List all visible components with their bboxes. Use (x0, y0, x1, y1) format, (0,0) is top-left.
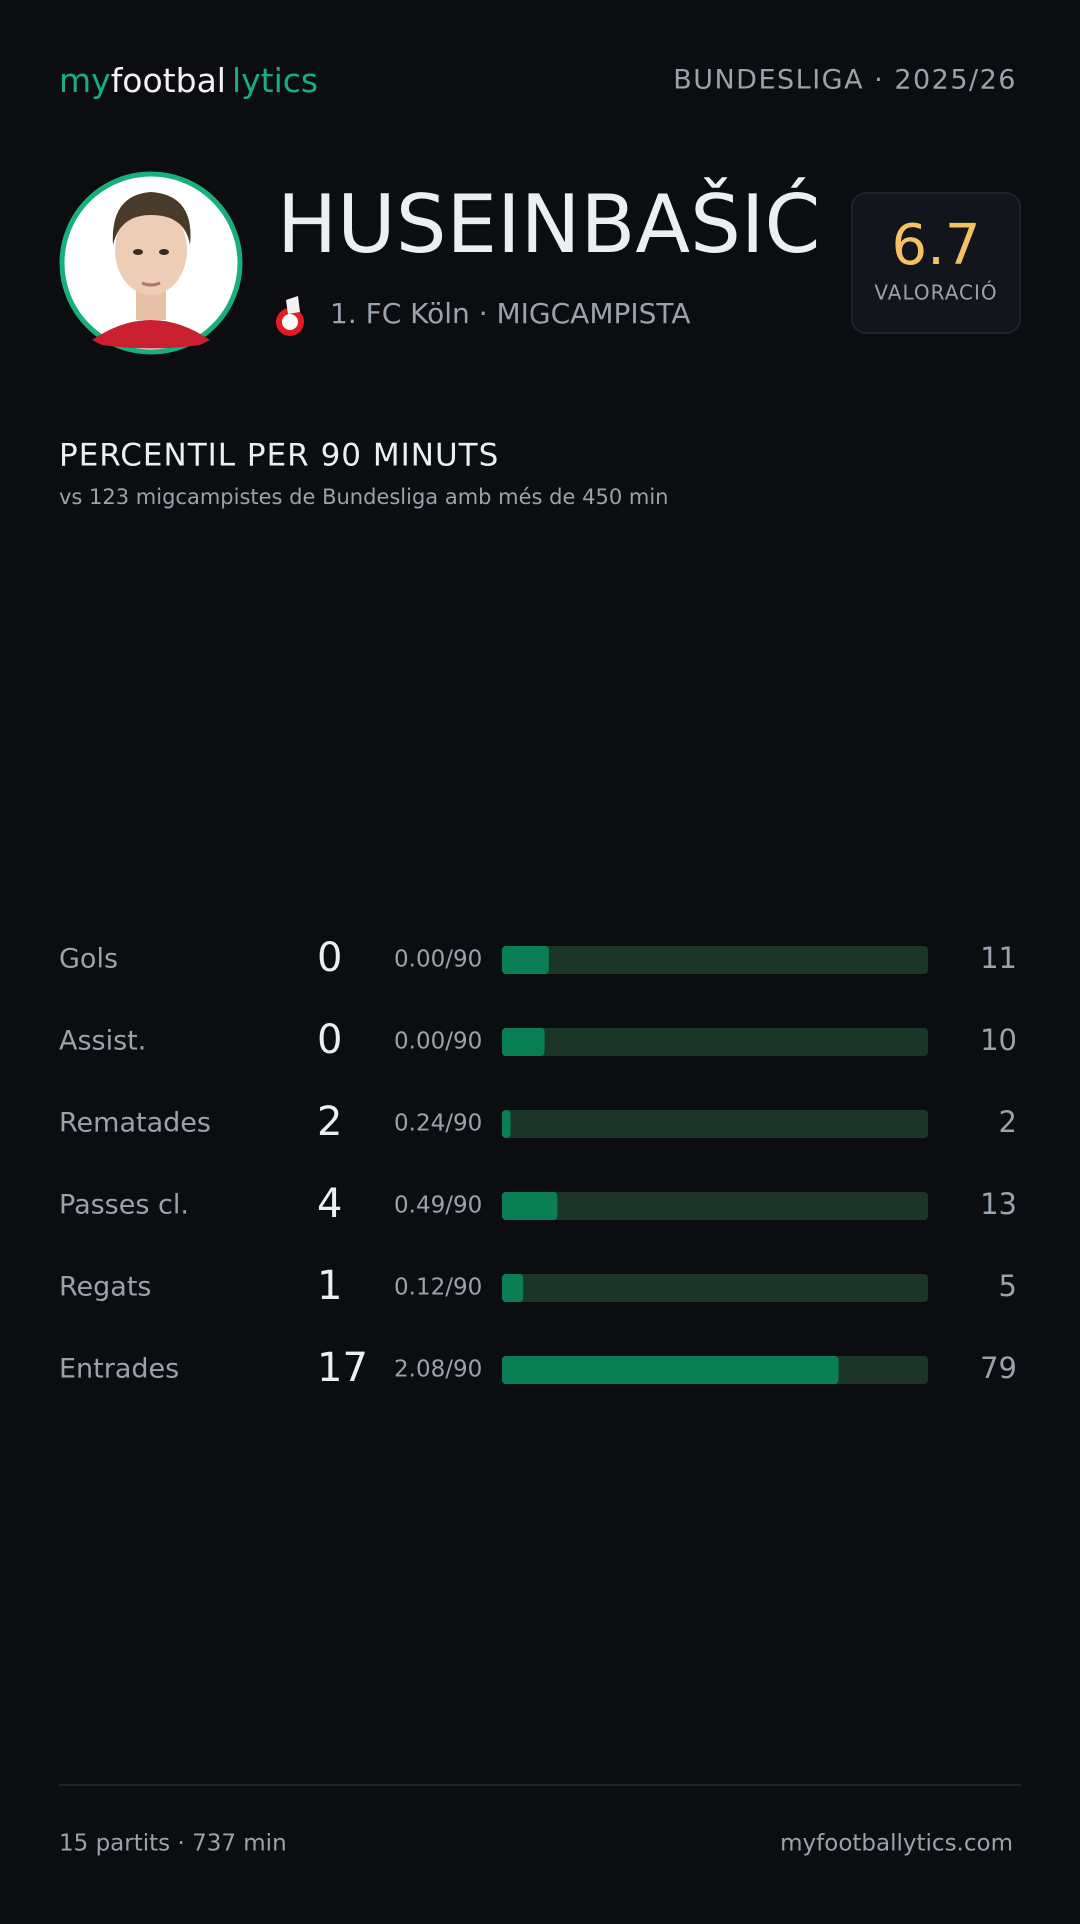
bar (502, 1110, 511, 1138)
stat-per90: 0.12/90 (394, 1275, 482, 1301)
stat-label: Gols (59, 944, 118, 975)
stat-label: Entrades (59, 1354, 179, 1385)
percentile: 79 (980, 1351, 1017, 1385)
stat-per90: 2.08/90 (394, 1357, 482, 1383)
bar (502, 1192, 558, 1220)
logo-part: footbal (111, 61, 226, 100)
avatar (59, 171, 243, 355)
bar-track (502, 946, 928, 974)
stat-total: 17 (317, 1345, 368, 1391)
percentile: 2 (999, 1105, 1017, 1139)
section-title: PERCENTIL PER 90 MINUTS (59, 438, 499, 474)
stat-per90: 0.00/90 (394, 947, 482, 973)
bar (502, 1028, 545, 1056)
stat-label: Passes cl. (59, 1190, 189, 1221)
rating: 6.7 (891, 213, 980, 278)
percentile: 10 (980, 1023, 1017, 1057)
stat-per90: 0.49/90 (394, 1193, 482, 1219)
bar (502, 1274, 524, 1302)
percentile: 11 (980, 941, 1017, 975)
stat-total: 0 (317, 1017, 342, 1063)
league: BUNDESLIGA · 2025/26 (673, 65, 1017, 96)
stat-total: 0 (317, 935, 342, 981)
footer-stats: 15 partits · 737 min (59, 1831, 287, 1857)
footer-site: myfootballytics.com (780, 1831, 1013, 1857)
bar-track (502, 1110, 928, 1138)
bar-track (502, 1274, 928, 1302)
logo-part: my (59, 61, 111, 100)
player-name: HUSEINBAŠIĆ (277, 177, 820, 271)
bar-track (502, 1192, 928, 1220)
logo: myfootbal lytics (59, 61, 318, 100)
rating-box (851, 192, 1021, 334)
stat-label: Regats (59, 1272, 152, 1303)
bar (502, 1356, 839, 1384)
stat-per90: 0.00/90 (394, 1029, 482, 1055)
percentile: 13 (980, 1187, 1017, 1221)
bar-track (502, 1028, 928, 1056)
stat-per90: 0.24/90 (394, 1111, 482, 1137)
percentile: 5 (999, 1269, 1017, 1303)
rating-label: VALORACIÓ (874, 281, 997, 305)
stat-total: 2 (317, 1099, 342, 1145)
bar (502, 946, 549, 974)
stat-total: 4 (317, 1181, 342, 1227)
stat-label: Assist. (59, 1026, 146, 1057)
section-subtitle: vs 123 migcampistes de Bundesliga amb mé… (59, 485, 668, 509)
stat-label: Rematades (59, 1108, 211, 1139)
club-crest (276, 296, 304, 336)
logo-part: lytics (232, 61, 318, 100)
stat-total: 1 (317, 1263, 342, 1309)
club-position: 1. FC Köln · MIGCAMPISTA (330, 297, 690, 330)
